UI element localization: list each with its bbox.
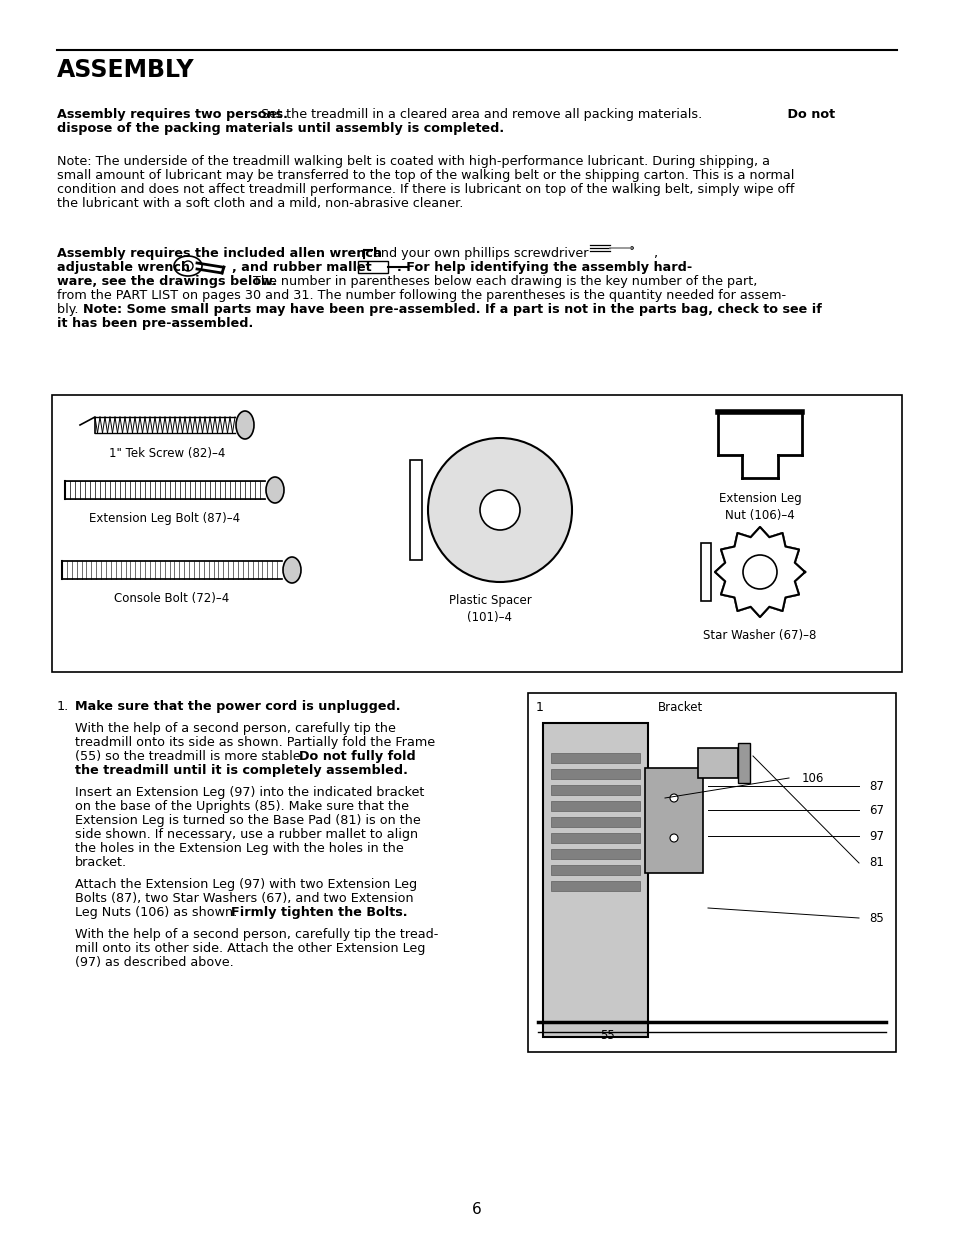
Bar [551,753,639,763]
Text: 55: 55 [600,1029,615,1042]
Text: (97) as described above.: (97) as described above. [75,956,233,969]
Text: Bolts (87), two Star Washers (67), and two Extension: Bolts (87), two Star Washers (67), and t… [75,892,414,905]
Text: Make sure that the power cord is unplugged.: Make sure that the power cord is unplugg… [75,700,400,713]
Circle shape [669,794,678,802]
Text: ,: , [652,247,657,261]
Text: 85: 85 [868,911,883,925]
Text: bly.: bly. [57,303,82,316]
Bar [551,802,639,811]
Text: Set the treadmill in a cleared area and remove all packing materials.: Set the treadmill in a cleared area and … [256,107,701,121]
Text: ASSEMBLY: ASSEMBLY [57,58,194,82]
Bar [410,459,421,561]
Polygon shape [714,527,804,618]
Ellipse shape [283,557,301,583]
Text: Do not fully fold: Do not fully fold [298,750,416,763]
Bar [738,743,749,783]
Text: from the PART LIST on pages 30 and 31. The number following the parentheses is t: from the PART LIST on pages 30 and 31. T… [57,289,785,303]
Text: Extension Leg
Nut (106)–4: Extension Leg Nut (106)–4 [718,492,801,522]
Text: 106: 106 [801,772,823,784]
Text: the holes in the Extension Leg with the holes in the: the holes in the Extension Leg with the … [75,842,403,855]
Text: Do not: Do not [782,107,834,121]
Text: Bracket: Bracket [658,701,702,714]
Bar [551,818,639,827]
Circle shape [428,438,572,582]
Text: 67: 67 [868,804,883,816]
Text: condition and does not affect treadmill performance. If there is lubricant on to: condition and does not affect treadmill … [57,183,794,196]
Text: Plastic Spacer
(101)–4: Plastic Spacer (101)–4 [448,594,531,624]
Text: Console Bolt (72)–4: Console Bolt (72)–4 [114,592,230,605]
Bar [542,722,647,1037]
Text: . For help identifying the assembly hard-: . For help identifying the assembly hard… [396,261,692,274]
Text: adjustable wrench: adjustable wrench [57,261,190,274]
Bar [551,832,639,844]
Text: 1: 1 [536,701,543,714]
Bar [551,848,639,860]
Text: bracket.: bracket. [75,856,127,869]
Text: Note: Some small parts may have been pre-assembled. If a part is not in the part: Note: Some small parts may have been pre… [83,303,821,316]
Text: treadmill onto its side as shown. Partially fold the Frame: treadmill onto its side as shown. Partia… [75,736,435,748]
Text: the lubricant with a soft cloth and a mild, non-abrasive cleaner.: the lubricant with a soft cloth and a mi… [57,198,463,210]
Circle shape [669,834,678,842]
Text: Assembly requires the included allen wrench: Assembly requires the included allen wre… [57,247,381,261]
Text: mill onto its other side. Attach the other Extension Leg: mill onto its other side. Attach the oth… [75,942,425,955]
Bar [644,768,702,873]
Text: Firmly tighten the Bolts.: Firmly tighten the Bolts. [231,906,407,919]
Bar [527,693,895,1052]
Text: 6: 6 [472,1202,481,1216]
Bar [700,542,710,601]
Circle shape [479,490,519,530]
Text: ware, see the drawings below.: ware, see the drawings below. [57,275,276,288]
Text: Assembly requires two persons.: Assembly requires two persons. [57,107,288,121]
Bar [551,881,639,890]
Ellipse shape [266,477,284,503]
Bar [551,785,639,795]
Text: side shown. If necessary, use a rubber mallet to align: side shown. If necessary, use a rubber m… [75,827,417,841]
Text: the treadmill until it is completely assembled.: the treadmill until it is completely ass… [75,764,408,777]
Text: and your own phillips screwdriver: and your own phillips screwdriver [373,247,588,261]
Text: Extension Leg is turned so the Base Pad (81) is on the: Extension Leg is turned so the Base Pad … [75,814,420,827]
Bar [52,395,901,672]
Text: 1" Tek Screw (82)–4: 1" Tek Screw (82)–4 [110,447,226,459]
Text: Insert an Extension Leg (97) into the indicated bracket: Insert an Extension Leg (97) into the in… [75,785,424,799]
Text: Extension Leg Bolt (87)–4: Extension Leg Bolt (87)–4 [90,513,240,525]
Text: Leg Nuts (106) as shown.: Leg Nuts (106) as shown. [75,906,241,919]
Text: 87: 87 [868,779,883,793]
Text: small amount of lubricant may be transferred to the top of the walking belt or t: small amount of lubricant may be transfe… [57,169,794,182]
Text: dispose of the packing materials until assembly is completed.: dispose of the packing materials until a… [57,122,503,135]
Text: 97: 97 [868,830,883,842]
Text: (55) so the treadmill is more stable.: (55) so the treadmill is more stable. [75,750,309,763]
Ellipse shape [235,411,253,438]
Text: Attach the Extension Leg (97) with two Extension Leg: Attach the Extension Leg (97) with two E… [75,878,416,890]
Bar [357,261,388,273]
Text: on the base of the Uprights (85). Make sure that the: on the base of the Uprights (85). Make s… [75,800,409,813]
Circle shape [183,261,193,270]
Circle shape [630,247,633,249]
Text: Star Washer (67)–8: Star Washer (67)–8 [702,629,816,642]
Text: With the help of a second person, carefully tip the: With the help of a second person, carefu… [75,722,395,735]
Text: The number in parentheses below each drawing is the key number of the part,: The number in parentheses below each dra… [249,275,757,288]
Text: 81: 81 [868,857,883,869]
Text: , and rubber mallet: , and rubber mallet [232,261,372,274]
Bar [551,864,639,876]
Bar [551,769,639,779]
Text: 1.: 1. [57,700,70,713]
Circle shape [742,555,776,589]
Bar [698,748,738,778]
Text: Note: The underside of the treadmill walking belt is coated with high-performanc: Note: The underside of the treadmill wal… [57,156,769,168]
Text: it has been pre-assembled.: it has been pre-assembled. [57,317,253,330]
Text: With the help of a second person, carefully tip the tread-: With the help of a second person, carefu… [75,927,438,941]
